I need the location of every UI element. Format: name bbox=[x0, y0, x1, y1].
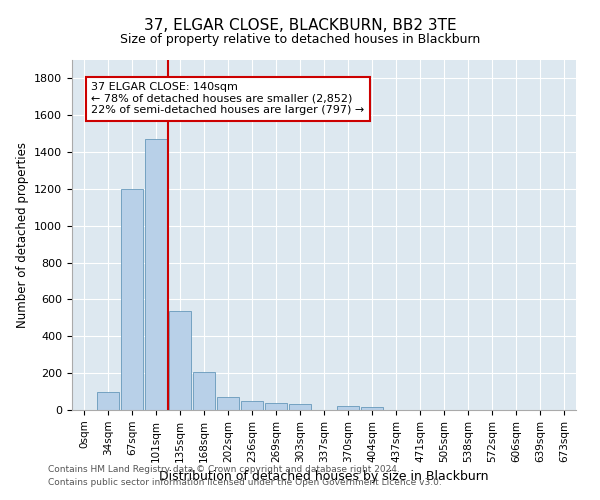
Text: 37, ELGAR CLOSE, BLACKBURN, BB2 3TE: 37, ELGAR CLOSE, BLACKBURN, BB2 3TE bbox=[143, 18, 457, 32]
Bar bbox=[241, 402, 263, 410]
Bar bbox=[97, 392, 119, 410]
Bar bbox=[169, 310, 191, 410]
Y-axis label: Number of detached properties: Number of detached properties bbox=[16, 142, 29, 328]
Text: Size of property relative to detached houses in Blackburn: Size of property relative to detached ho… bbox=[120, 32, 480, 46]
Bar bbox=[289, 404, 311, 410]
Text: 37 ELGAR CLOSE: 140sqm
← 78% of detached houses are smaller (2,852)
22% of semi-: 37 ELGAR CLOSE: 140sqm ← 78% of detached… bbox=[91, 82, 364, 116]
Text: Contains HM Land Registry data © Crown copyright and database right 2024.: Contains HM Land Registry data © Crown c… bbox=[48, 466, 400, 474]
Bar bbox=[145, 139, 167, 410]
Bar bbox=[361, 407, 383, 410]
Text: Contains public sector information licensed under the Open Government Licence v3: Contains public sector information licen… bbox=[48, 478, 442, 487]
Bar bbox=[265, 403, 287, 410]
Bar bbox=[217, 397, 239, 410]
X-axis label: Distribution of detached houses by size in Blackburn: Distribution of detached houses by size … bbox=[159, 470, 489, 483]
Bar bbox=[337, 406, 359, 410]
Bar bbox=[121, 189, 143, 410]
Bar bbox=[193, 372, 215, 410]
